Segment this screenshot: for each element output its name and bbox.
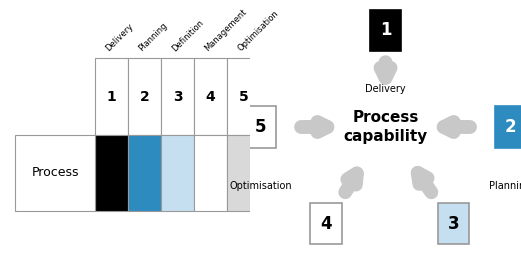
Text: Optimisation: Optimisation (230, 181, 292, 191)
Text: Delivery: Delivery (104, 22, 135, 53)
Bar (15, 135, 95, 211)
Text: Planning: Planning (137, 21, 169, 53)
Text: 4: 4 (320, 215, 332, 232)
Text: Definition: Definition (170, 18, 205, 53)
Bar (95, 58, 128, 135)
Text: Process
capability: Process capability (343, 110, 428, 144)
Bar (227, 58, 260, 135)
Bar (161, 135, 194, 211)
Bar (494, 106, 521, 148)
Bar (245, 106, 277, 148)
Bar (128, 135, 161, 211)
Text: Planning: Planning (489, 181, 521, 191)
Bar (311, 203, 342, 244)
Text: 3: 3 (173, 89, 182, 104)
Text: 1: 1 (380, 22, 391, 39)
Text: 3: 3 (448, 215, 459, 232)
Text: Delivery: Delivery (365, 84, 406, 94)
Bar (370, 9, 401, 51)
Bar (227, 135, 260, 211)
Text: 5: 5 (239, 89, 249, 104)
Text: 4: 4 (206, 89, 216, 104)
Text: Management: Management (203, 8, 249, 53)
Text: Optimisation: Optimisation (236, 9, 280, 53)
Text: 1: 1 (107, 89, 116, 104)
Bar (438, 203, 469, 244)
Bar (194, 135, 227, 211)
Text: 2: 2 (140, 89, 150, 104)
Text: Process: Process (31, 166, 79, 179)
Bar (194, 58, 227, 135)
Bar (161, 58, 194, 135)
Text: 2: 2 (504, 118, 516, 136)
Text: 5: 5 (255, 118, 267, 136)
Bar (128, 58, 161, 135)
Bar (95, 135, 128, 211)
